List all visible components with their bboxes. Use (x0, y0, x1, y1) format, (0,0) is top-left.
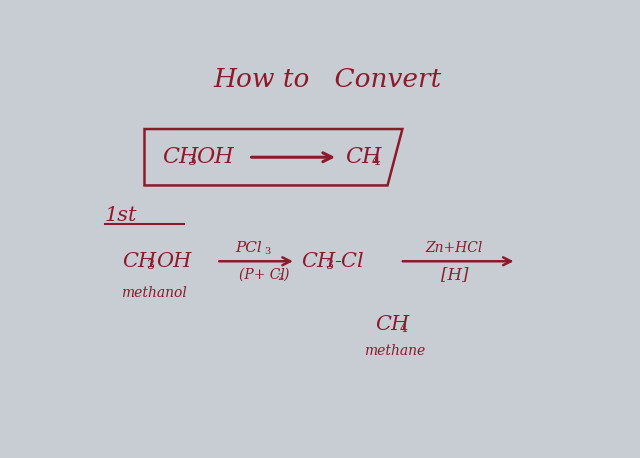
Text: CH: CH (346, 146, 381, 168)
Text: PCl: PCl (236, 241, 262, 255)
Text: How to   Convert: How to Convert (214, 67, 442, 92)
Text: ): ) (284, 267, 289, 282)
Text: 1st: 1st (105, 206, 137, 225)
Text: CH: CH (301, 252, 335, 271)
Text: 4: 4 (372, 154, 381, 168)
Text: 3: 3 (264, 247, 271, 256)
Text: 4: 4 (400, 322, 408, 335)
Text: Zn+HCl: Zn+HCl (426, 241, 483, 255)
Text: methanol: methanol (122, 286, 188, 300)
Text: 3: 3 (188, 154, 197, 168)
Text: 3: 3 (326, 259, 333, 272)
Text: OH: OH (196, 146, 234, 168)
Text: (P+ Cl: (P+ Cl (239, 267, 285, 282)
Text: 2: 2 (277, 273, 284, 282)
Text: methane: methane (364, 344, 426, 358)
Text: 3: 3 (147, 259, 155, 272)
Text: CH: CH (162, 146, 198, 168)
Text: OH: OH (156, 252, 191, 271)
Text: -Cl: -Cl (335, 252, 364, 271)
Text: [H]: [H] (441, 266, 468, 283)
Text: CH: CH (375, 315, 410, 334)
Text: CH: CH (122, 252, 156, 271)
